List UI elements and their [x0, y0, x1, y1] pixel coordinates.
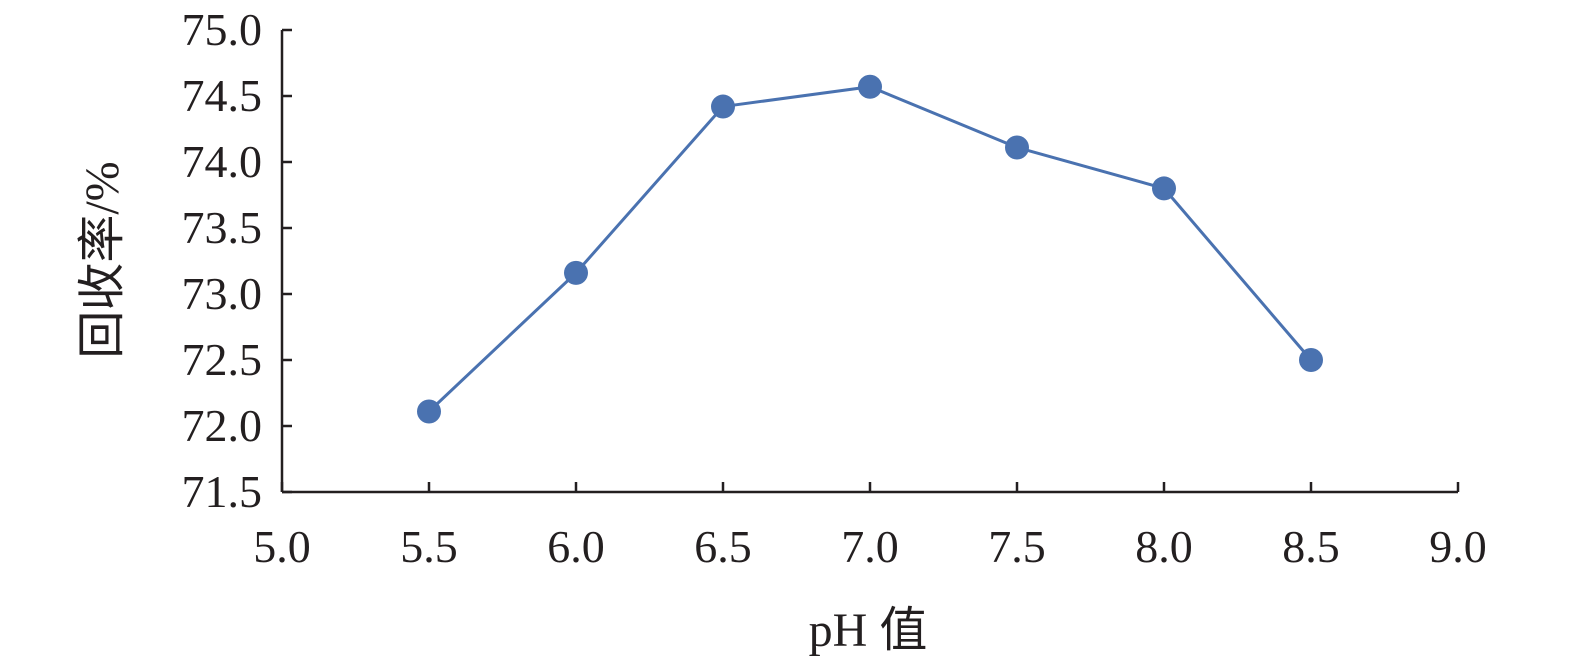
data-point [1005, 135, 1029, 160]
series-layer [417, 74, 1323, 424]
x-tick-label: 5.5 [400, 521, 458, 572]
y-axis-title: 回收率/% [76, 161, 129, 358]
y-tick-label: 74.5 [182, 70, 263, 121]
x-tick-label: 6.5 [694, 521, 752, 572]
y-tick-label: 73.0 [182, 268, 263, 319]
y-tick-label: 74.0 [182, 136, 263, 187]
x-tick-label: 8.0 [1135, 521, 1193, 572]
y-tick-label: 73.5 [182, 202, 263, 253]
x-tick-label: 9.0 [1429, 521, 1487, 572]
data-point [1152, 176, 1176, 201]
data-point [417, 399, 441, 424]
y-tick-label: 72.5 [182, 334, 263, 385]
x-tick-label: 7.5 [988, 521, 1046, 572]
data-point [1299, 348, 1323, 372]
x-tick-label: 5.0 [253, 521, 311, 572]
x-tick-label: 7.0 [841, 521, 899, 572]
y-tick-label: 72.0 [182, 400, 263, 451]
x-tick-label: 8.5 [1282, 521, 1340, 572]
y-tick-label: 75.0 [182, 4, 263, 55]
series-line [427, 85, 1313, 413]
y-ticks: 71.5 72.0 72.5 73.0 73.5 74.0 74.5 75.0 [182, 4, 292, 517]
data-point [564, 260, 588, 285]
x-axis-title: pH 值 [809, 604, 928, 657]
axes [280, 30, 1458, 494]
x-ticks: 5.0 5.5 6.0 6.5 7.0 7.5 8.0 8.5 9.0 [253, 482, 1487, 572]
x-tick-label: 6.0 [547, 521, 605, 572]
data-point [711, 94, 735, 119]
data-point [858, 74, 882, 99]
y-tick-label: 71.5 [182, 466, 263, 517]
